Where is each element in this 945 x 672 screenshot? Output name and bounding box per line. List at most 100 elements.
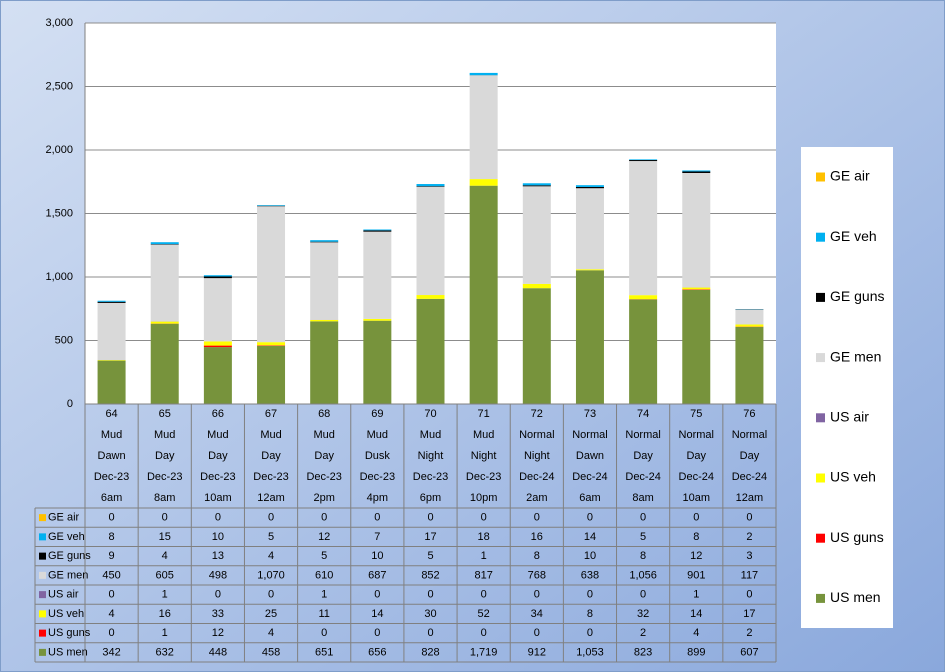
table-cell: 8: [693, 531, 699, 543]
bar-segment: [735, 326, 764, 404]
legend-key: [816, 353, 825, 363]
y-tick-label: 1,500: [45, 207, 73, 219]
x-tick-label: Normal: [572, 429, 607, 441]
x-tick-label: 66: [212, 408, 224, 420]
table-cell: 610: [315, 569, 333, 581]
x-tick-label: Mud: [367, 429, 388, 441]
table-cell: 1: [321, 589, 327, 601]
table-legend-key: [39, 514, 46, 522]
table-cell: 0: [109, 512, 115, 524]
bar-segment: [257, 342, 286, 346]
table-cell: 607: [740, 646, 758, 658]
x-tick-label: Dec-23: [253, 471, 288, 483]
legend-label: GE men: [830, 348, 881, 364]
table-cell: 0: [640, 512, 646, 524]
x-tick-label: Dec-23: [360, 471, 395, 483]
bar-segment: [203, 278, 232, 342]
x-tick-label: 75: [690, 408, 702, 420]
bar-segment: [682, 170, 711, 172]
table-cell: 852: [421, 569, 439, 581]
y-tick-label: 3,000: [45, 17, 73, 29]
x-tick-label: 68: [318, 408, 330, 420]
bar-segment: [629, 160, 658, 162]
table-cell: 605: [156, 569, 174, 581]
table-legend-key: [39, 629, 46, 637]
table-cell: 17: [424, 531, 436, 543]
x-tick-label: Normal: [732, 429, 767, 441]
table-cell: 899: [687, 646, 705, 658]
bar-segment: [363, 318, 392, 321]
table-cell: 4: [693, 627, 699, 639]
bar-segment: [203, 345, 232, 348]
table-cell: 10: [584, 550, 596, 562]
table-cell: 11: [318, 608, 329, 620]
x-tick-label: Normal: [625, 429, 660, 441]
bar-segment: [363, 231, 392, 319]
bar-segment: [416, 298, 445, 404]
bar-segment: [97, 360, 126, 404]
legend-key: [816, 593, 825, 603]
x-tick-label: Dawn: [576, 450, 604, 462]
bar-segment: [735, 324, 764, 327]
table-cell: 0: [587, 512, 593, 524]
x-tick-label: Normal: [679, 429, 714, 441]
x-tick-label: Dec-23: [200, 471, 235, 483]
x-tick-label: 2am: [526, 492, 547, 504]
bar-segment: [150, 321, 179, 324]
bar-segment: [310, 240, 339, 242]
y-tick-label: 1,000: [45, 271, 73, 283]
x-tick-label: 8am: [632, 492, 653, 504]
table-cell: 12: [318, 531, 330, 543]
bar-segment: [97, 302, 126, 361]
bar-segment: [310, 321, 339, 404]
bar-segment: [522, 283, 551, 289]
bar-segment: [522, 288, 551, 404]
table-cell: 0: [534, 589, 540, 601]
table-cell: 14: [690, 608, 702, 620]
x-tick-label: Day: [686, 450, 706, 462]
bar-segment: [257, 345, 286, 346]
table-cell: 1: [481, 550, 487, 562]
x-tick-label: Dec-24: [572, 471, 607, 483]
table-cell: 1,719: [470, 646, 498, 658]
table-cell: 0: [481, 627, 487, 639]
table-cell: 817: [474, 569, 492, 581]
bar-segment: [257, 345, 286, 404]
table-cell: 0: [427, 589, 433, 601]
bar-segment: [575, 188, 604, 270]
bar-segment: [257, 205, 286, 206]
table-cell: 5: [268, 531, 274, 543]
x-tick-label: Mud: [260, 429, 281, 441]
table-cell: 0: [587, 627, 593, 639]
table-cell: 3: [746, 550, 752, 562]
table-cell: 651: [315, 646, 333, 658]
bar-segment: [203, 341, 232, 346]
table-row-header: GE guns: [48, 550, 91, 562]
x-tick-label: Mud: [154, 429, 175, 441]
table-legend-key: [39, 610, 46, 618]
table-cell: 4: [268, 550, 274, 562]
table-legend-key: [39, 533, 46, 541]
table-cell: 0: [640, 589, 646, 601]
table-cell: 10: [212, 531, 224, 543]
table-cell: 1: [162, 589, 168, 601]
table-cell: 458: [262, 646, 280, 658]
x-tick-label: 10pm: [470, 492, 498, 504]
legend-label: GE air: [830, 168, 870, 184]
table-cell: 0: [374, 589, 380, 601]
bar-segment: [575, 185, 604, 187]
table-cell: 828: [421, 646, 439, 658]
legend-key: [816, 533, 825, 543]
table-row-header: US men: [48, 646, 88, 658]
y-tick-label: 2,000: [45, 144, 73, 156]
x-tick-label: Day: [155, 450, 175, 462]
x-tick-label: Mud: [473, 429, 494, 441]
x-tick-label: Mud: [420, 429, 441, 441]
table-cell: 16: [531, 531, 543, 543]
x-tick-label: Dec-24: [519, 471, 554, 483]
table-cell: 8: [109, 531, 115, 543]
legend-label: US veh: [830, 469, 876, 485]
legend-key: [816, 292, 825, 302]
x-tick-label: Dec-24: [732, 471, 767, 483]
table-cell: 448: [209, 646, 227, 658]
